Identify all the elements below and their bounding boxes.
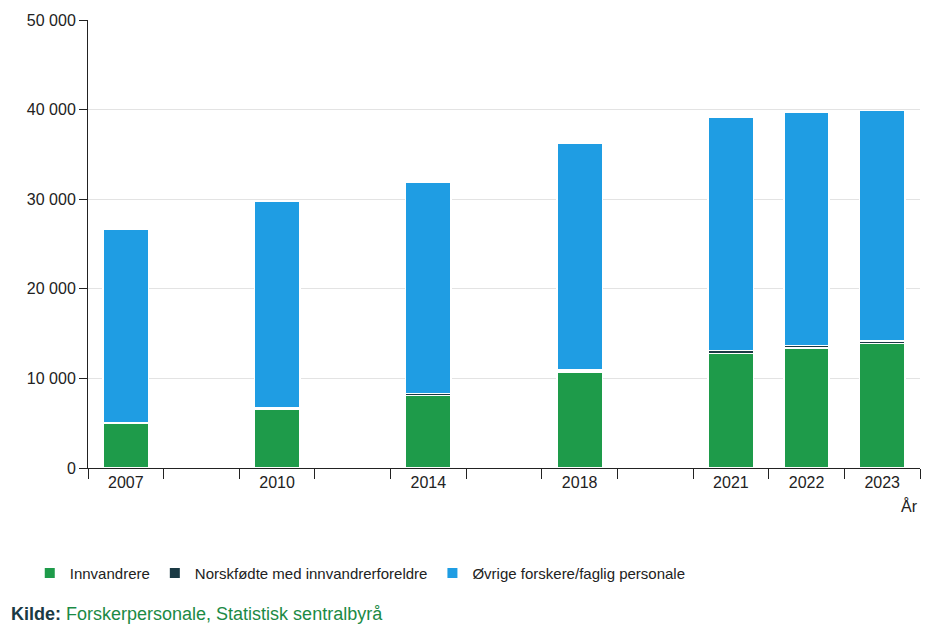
svg-text:2022: 2022 — [789, 474, 825, 491]
svg-text:2021: 2021 — [713, 474, 749, 491]
svg-text:50 000: 50 000 — [27, 12, 76, 29]
svg-text:10 000: 10 000 — [27, 370, 76, 387]
svg-text:2010: 2010 — [259, 474, 295, 491]
svg-text:30 000: 30 000 — [27, 191, 76, 208]
svg-text:2007: 2007 — [108, 474, 144, 491]
svg-text:Øvrige forskere/faglig persona: Øvrige forskere/faglig personale — [472, 565, 685, 582]
svg-text:2018: 2018 — [562, 474, 598, 491]
svg-text:Norskfødte med innvandrerforel: Norskfødte med innvandrerforeldre — [195, 565, 428, 582]
svg-text:År: År — [901, 497, 918, 515]
svg-text:Innvandrere: Innvandrere — [70, 565, 150, 582]
svg-text:2023: 2023 — [864, 474, 900, 491]
svg-text:0: 0 — [67, 460, 76, 477]
svg-text:40 000: 40 000 — [27, 101, 76, 118]
svg-text:20 000: 20 000 — [27, 280, 76, 297]
svg-text:Kilde: Forskerpersonale, Stati: Kilde: Forskerpersonale, Statistisk sent… — [11, 604, 383, 624]
svg-text:2014: 2014 — [411, 474, 447, 491]
